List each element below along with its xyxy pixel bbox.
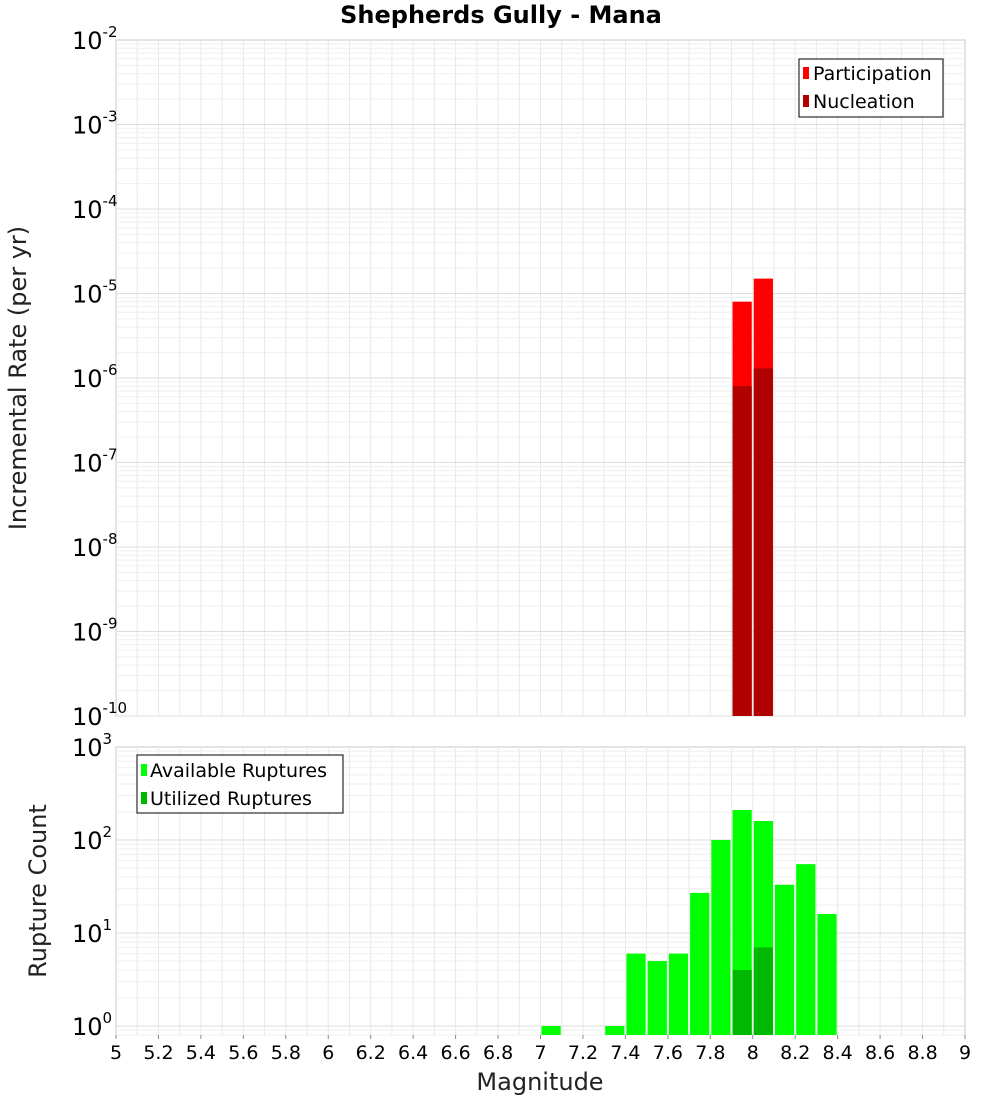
participation-legend-label: Participation — [813, 63, 932, 85]
participation-swatch — [803, 67, 809, 79]
available-ruptures-bar — [774, 884, 795, 1035]
x-tick-label: 5.8 — [271, 1042, 301, 1064]
x-tick-label: 7.6 — [653, 1042, 683, 1064]
nucleation-bar — [732, 386, 752, 716]
count-y-tick-label: 103 — [72, 730, 112, 762]
rate-legend: Participation Nucleation — [798, 58, 944, 118]
rate-legend-box — [798, 58, 944, 118]
count-y-tick-label: 102 — [72, 823, 112, 855]
utilized-ruptures-bar — [732, 969, 752, 1035]
utilized-ruptures-bar — [753, 947, 773, 1035]
rate-grid — [116, 40, 965, 717]
x-tick-label: 8.6 — [865, 1042, 895, 1064]
available-ruptures-bar — [541, 1025, 561, 1035]
available-ruptures-bar — [668, 953, 689, 1035]
chart-title: Shepherds Gully - Mana — [340, 1, 662, 29]
x-tick-label: 8 — [747, 1042, 759, 1064]
available-ruptures-bar — [690, 892, 710, 1035]
nucleation-bar — [753, 368, 773, 716]
available-ruptures-bar — [605, 1025, 625, 1035]
x-tick-label: 8.2 — [780, 1042, 810, 1064]
rate-y-tick-label: 10-8 — [72, 530, 118, 562]
x-axis-label: Magnitude — [476, 1068, 603, 1096]
available-ruptures-bar — [817, 914, 837, 1035]
x-tick-label: 6.2 — [356, 1042, 386, 1064]
rate-y-tick-label: 10-4 — [72, 192, 118, 224]
nucleation-swatch — [803, 95, 809, 107]
utilized-swatch — [141, 792, 147, 804]
rate-y-tick-label: 10-2 — [72, 23, 118, 55]
rate-bars — [732, 278, 773, 716]
available-ruptures-bar — [647, 960, 667, 1035]
x-tick-label: 7.8 — [695, 1042, 725, 1064]
available-ruptures-bar — [711, 839, 731, 1035]
count-bars — [541, 810, 837, 1035]
x-tick-label: 5 — [110, 1042, 122, 1064]
count-y-tick-label: 101 — [72, 916, 112, 948]
count-legend: Available Ruptures Utilized Ruptures — [136, 754, 344, 814]
rate-y-tick-label: 10-6 — [72, 361, 118, 393]
x-tick-label: 6.8 — [483, 1042, 513, 1064]
x-tick-label: 5.4 — [186, 1042, 216, 1064]
rate-y-tick-label: 10-7 — [72, 446, 118, 478]
x-tick-label: 8.4 — [823, 1042, 853, 1064]
nucleation-legend-label: Nucleation — [813, 91, 915, 113]
rate-y-tick-label: 10-10 — [72, 699, 127, 731]
x-tick-label: 6.6 — [440, 1042, 470, 1064]
x-tick-label: 7.4 — [610, 1042, 640, 1064]
x-tick-label: 9 — [959, 1042, 971, 1064]
available-legend-label: Available Ruptures — [150, 760, 327, 782]
rate-y-axis-label: Incremental Rate (per yr) — [4, 226, 32, 530]
count-panel: 100 101 102 103 5 5.2 5.4 5.6 5.8 6 6.2 6.4 6.6 6.8 7… — [24, 730, 971, 1096]
count-y-axis-label: Rupture Count — [24, 804, 52, 978]
available-swatch — [141, 764, 147, 776]
count-y-tick-label: 100 — [72, 1009, 112, 1041]
rate-y-tick-label: 10-5 — [72, 277, 118, 309]
x-tick-label: 7.2 — [568, 1042, 598, 1064]
count-y-ticks: 100 101 102 103 — [72, 730, 112, 1041]
x-tick-label: 5.6 — [228, 1042, 258, 1064]
rate-panel: 10-10 10-9 10-8 10-7 10-6 10-5 10-4 10-3 10-2 In… — [4, 23, 966, 731]
utilized-legend-label: Utilized Ruptures — [150, 788, 312, 810]
x-tick-label: 7 — [534, 1042, 546, 1064]
x-tick-label: 5.2 — [143, 1042, 173, 1064]
count-legend-box — [136, 754, 344, 814]
available-ruptures-bar — [626, 953, 646, 1035]
rate-y-tick-label: 10-3 — [72, 108, 118, 140]
available-ruptures-bar — [796, 864, 816, 1035]
x-tick-label: 8.8 — [907, 1042, 937, 1064]
x-tick-label: 6 — [322, 1042, 334, 1064]
magnitude-x-ticks: 5 5.2 5.4 5.6 5.8 6 6.2 6.4 6.6 6.8 7 7.2 7.4 7.6 7.8 8… — [110, 1035, 971, 1064]
rate-y-tick-label: 10-9 — [72, 615, 118, 647]
x-tick-label: 6.4 — [398, 1042, 428, 1064]
